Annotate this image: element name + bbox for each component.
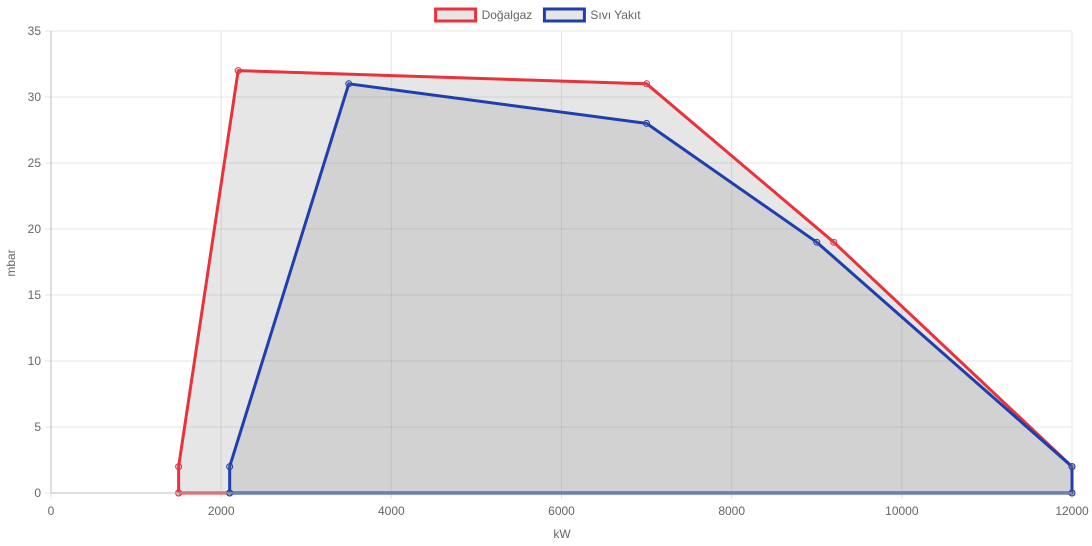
data-point-sivi-yakit[interactable] — [345, 80, 353, 88]
y-tick-labels: 0 5 10 15 20 25 30 35 — [28, 24, 42, 500]
series-areas — [178, 70, 1073, 494]
data-point-sivi-yakit[interactable] — [813, 238, 821, 246]
y-tick-label: 0 — [34, 486, 41, 500]
y-tick-label: 35 — [28, 24, 42, 38]
series-lines — [177, 69, 1074, 495]
y-tick-label: 15 — [28, 288, 42, 302]
data-point-sivi-yakit[interactable] — [226, 463, 234, 471]
y-tick-label: 20 — [28, 222, 42, 236]
x-tick-label: 2000 — [208, 504, 235, 518]
series-points — [175, 67, 1076, 497]
data-point-dogalgaz[interactable] — [234, 67, 242, 75]
grid-lines — [45, 30, 1073, 499]
data-point-sivi-yakit[interactable] — [1068, 463, 1076, 471]
data-point-dogalgaz[interactable] — [830, 238, 838, 246]
legend-item-dogalgaz[interactable]: Doğalgaz — [434, 7, 533, 23]
x-tick-label: 6000 — [548, 504, 575, 518]
series-area-dogalgaz — [178, 70, 1072, 493]
series-area-sivi-yakit — [229, 83, 1073, 494]
x-axis-title: kW — [553, 527, 571, 541]
series-line-sivi-yakit — [228, 82, 1074, 495]
y-axis-title: mbar — [4, 249, 18, 276]
legend-item-sivi-yakit[interactable]: Sıvı Yakıt — [542, 7, 641, 23]
legend-label: Doğalgaz — [482, 8, 533, 22]
y-tick-label: 10 — [28, 354, 42, 368]
y-tick-label: 25 — [28, 156, 42, 170]
y-tick-label: 5 — [34, 420, 41, 434]
y-tick-label: 30 — [28, 90, 42, 104]
legend-label: Sıvı Yakıt — [590, 8, 641, 22]
x-tick-labels: 0 2000 4000 6000 8000 10000 12000 — [48, 504, 1089, 518]
x-tick-label: 8000 — [718, 504, 745, 518]
x-tick-label: 12000 — [1055, 504, 1089, 518]
legend: Doğalgaz Sıvı Yakıt — [434, 7, 641, 23]
x-tick-label: 0 — [48, 504, 55, 518]
data-point-dogalgaz[interactable] — [175, 463, 183, 471]
axes — [50, 31, 1072, 494]
data-point-sivi-yakit[interactable] — [643, 119, 651, 127]
x-tick-label: 10000 — [885, 504, 919, 518]
x-tick-label: 4000 — [378, 504, 405, 518]
legend-swatch — [434, 7, 478, 23]
legend-swatch — [542, 7, 586, 23]
data-point-dogalgaz[interactable] — [643, 80, 651, 88]
